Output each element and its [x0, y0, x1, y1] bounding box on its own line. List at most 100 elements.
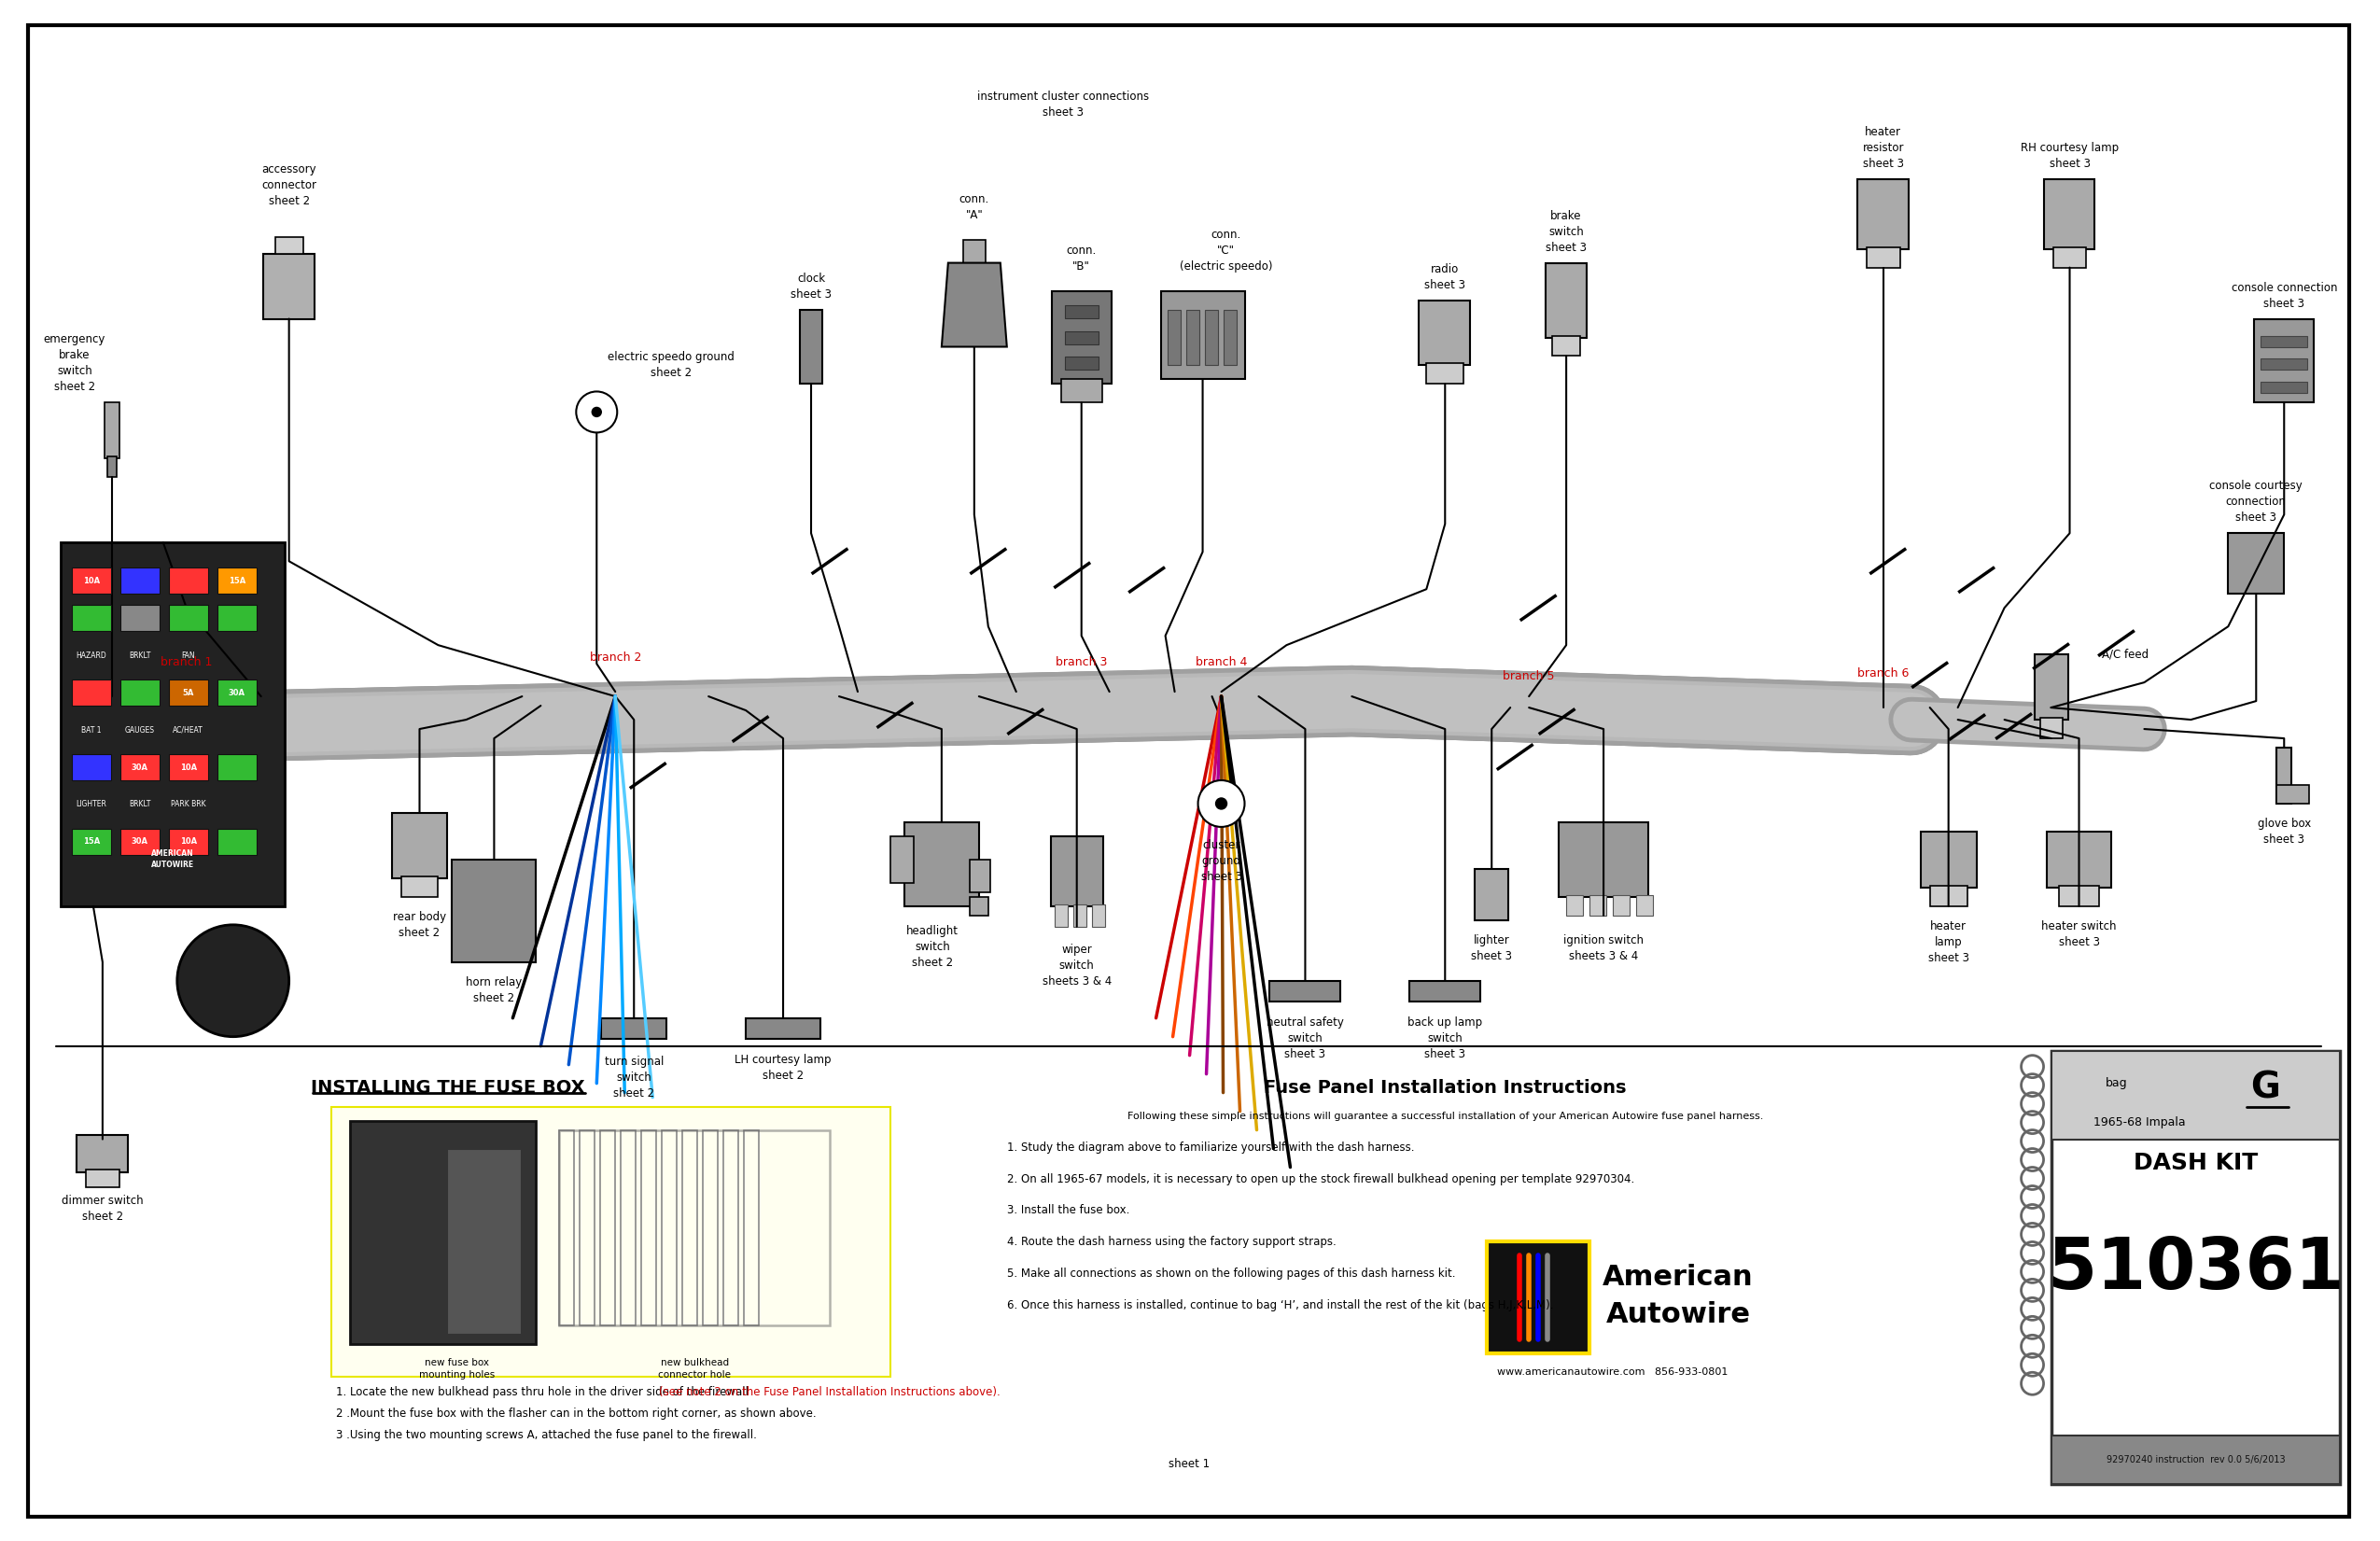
Text: HAZARD: HAZARD — [76, 652, 107, 660]
Bar — [447, 1148, 521, 1335]
Bar — [217, 680, 257, 706]
Bar — [683, 1130, 697, 1325]
Text: branch 2: branch 2 — [590, 652, 640, 664]
Bar — [217, 754, 257, 780]
Bar — [121, 829, 159, 855]
Bar — [1614, 895, 1630, 915]
Bar — [702, 1130, 719, 1325]
Bar — [1064, 305, 1097, 317]
Polygon shape — [942, 264, 1007, 347]
Text: Fuse Panel Installation Instructions: Fuse Panel Installation Instructions — [1264, 1079, 1626, 1096]
Bar — [904, 823, 978, 906]
Text: branch 6: branch 6 — [1856, 667, 1909, 680]
Text: 2. On all 1965-67 models, it is necessary to open up the stock firewall bulkhead: 2. On all 1965-67 models, it is necessar… — [1007, 1173, 1635, 1185]
Text: clock
sheet 3: clock sheet 3 — [790, 273, 831, 300]
Text: BRKLT: BRKLT — [129, 800, 150, 809]
Circle shape — [176, 925, 288, 1037]
Bar — [452, 860, 536, 962]
Text: ignition switch
sheets 3 & 4: ignition switch sheets 3 & 4 — [1564, 934, 1645, 962]
Bar — [2254, 319, 2313, 402]
Text: heater
lamp
sheet 3: heater lamp sheet 3 — [1928, 920, 1968, 965]
Text: AC/HEAT: AC/HEAT — [174, 726, 205, 734]
Bar — [1092, 905, 1104, 926]
Text: 10A: 10A — [181, 838, 198, 846]
Text: brake
switch
sheet 3: brake switch sheet 3 — [1545, 210, 1587, 254]
Bar — [121, 567, 159, 593]
Circle shape — [593, 407, 602, 416]
Text: horn relay
sheet 2: horn relay sheet 2 — [466, 975, 521, 1005]
Text: 92970240 instruction  rev 0.0 5/6/2013: 92970240 instruction rev 0.0 5/6/2013 — [2106, 1455, 2285, 1464]
Text: dimmer switch
sheet 2: dimmer switch sheet 2 — [62, 1196, 143, 1224]
Bar — [71, 680, 112, 706]
Bar — [400, 877, 438, 897]
Text: instrument cluster connections
sheet 3: instrument cluster connections sheet 3 — [976, 91, 1150, 119]
Text: branch 3: branch 3 — [1057, 656, 1107, 669]
Text: heater
resistor
sheet 3: heater resistor sheet 3 — [1864, 126, 1904, 170]
Text: Autowire: Autowire — [1606, 1301, 1749, 1328]
Text: 6. Once this harness is installed, continue to bag ‘H’, and install the rest of : 6. Once this harness is installed, conti… — [1007, 1299, 1554, 1311]
Text: INSTALLING THE FUSE BOX: INSTALLING THE FUSE BOX — [309, 1079, 585, 1096]
Bar — [1223, 310, 1235, 365]
Bar — [393, 814, 447, 878]
Text: back up lamp
switch
sheet 3: back up lamp switch sheet 3 — [1407, 1016, 1483, 1060]
Bar — [1552, 336, 1580, 356]
Text: radio
sheet 3: radio sheet 3 — [1426, 264, 1466, 291]
Text: 4. Route the dash harness using the factory support straps.: 4. Route the dash harness using the fact… — [1007, 1236, 1335, 1248]
Text: cluster
ground
sheet 3: cluster ground sheet 3 — [1202, 838, 1242, 883]
Bar — [1545, 264, 1587, 337]
Bar — [2044, 179, 2094, 248]
Bar — [1418, 300, 1471, 365]
Bar — [745, 1019, 821, 1039]
Bar — [1166, 310, 1180, 365]
Bar — [217, 829, 257, 855]
Bar — [600, 1130, 616, 1325]
Bar — [745, 1130, 759, 1325]
Text: 1. Locate the new bulkhead pass thru hole in the driver side of the firewall: 1. Locate the new bulkhead pass thru hol… — [336, 1387, 752, 1398]
Bar — [76, 1134, 129, 1171]
Text: BRKLT: BRKLT — [129, 652, 150, 660]
Bar — [169, 567, 207, 593]
Bar — [1061, 379, 1102, 402]
Text: 30A: 30A — [131, 838, 148, 846]
Circle shape — [576, 391, 616, 433]
Text: 10A: 10A — [83, 576, 100, 586]
Bar — [2261, 382, 2309, 393]
Bar — [724, 1130, 738, 1325]
Text: wiper
switch
sheets 3 & 4: wiper switch sheets 3 & 4 — [1042, 943, 1111, 988]
Bar — [1488, 1242, 1590, 1353]
Bar — [71, 567, 112, 593]
Text: G: G — [2251, 1069, 2280, 1106]
Text: AMERICAN
AUTOWIRE: AMERICAN AUTOWIRE — [150, 849, 195, 869]
Bar — [1064, 331, 1097, 344]
Text: 510361: 510361 — [2047, 1236, 2344, 1304]
Bar — [262, 254, 314, 319]
Bar — [2052, 1436, 2340, 1484]
Bar — [643, 1130, 657, 1325]
Text: rear body
sheet 2: rear body sheet 2 — [393, 911, 445, 938]
Bar — [217, 567, 257, 593]
Text: conn.
"C"
(electric speedo): conn. "C" (electric speedo) — [1180, 228, 1273, 273]
Bar — [2228, 533, 2285, 593]
Bar — [2278, 747, 2292, 803]
Bar — [169, 680, 207, 706]
Bar — [1426, 364, 1464, 384]
Text: branch 4: branch 4 — [1195, 656, 1247, 669]
Bar — [169, 606, 207, 632]
Text: Following these simple instructions will guarantee a successful installation of : Following these simple instructions will… — [1128, 1111, 1764, 1120]
Text: 1. Study the diagram above to familiarize yourself with the dash harness.: 1. Study the diagram above to familiariz… — [1007, 1140, 1414, 1153]
Text: conn.
"B": conn. "B" — [1066, 243, 1097, 273]
Text: heater switch
sheet 3: heater switch sheet 3 — [2042, 920, 2116, 948]
Text: branch 1: branch 1 — [159, 656, 212, 669]
Bar — [2261, 359, 2309, 370]
Text: 1965-68 Impala: 1965-68 Impala — [2094, 1116, 2185, 1128]
Text: headlight
switch
sheet 2: headlight switch sheet 2 — [907, 925, 959, 969]
Text: console courtesy
connection
sheet 3: console courtesy connection sheet 3 — [2209, 481, 2304, 524]
Text: 15A: 15A — [83, 838, 100, 846]
Bar — [1856, 179, 1909, 248]
Text: BAT 1: BAT 1 — [81, 726, 102, 734]
Bar — [169, 829, 207, 855]
Bar — [1161, 291, 1245, 379]
Text: new bulkhead
connector hole: new bulkhead connector hole — [659, 1358, 731, 1381]
Text: bag: bag — [2106, 1077, 2128, 1089]
Bar — [1050, 837, 1102, 906]
